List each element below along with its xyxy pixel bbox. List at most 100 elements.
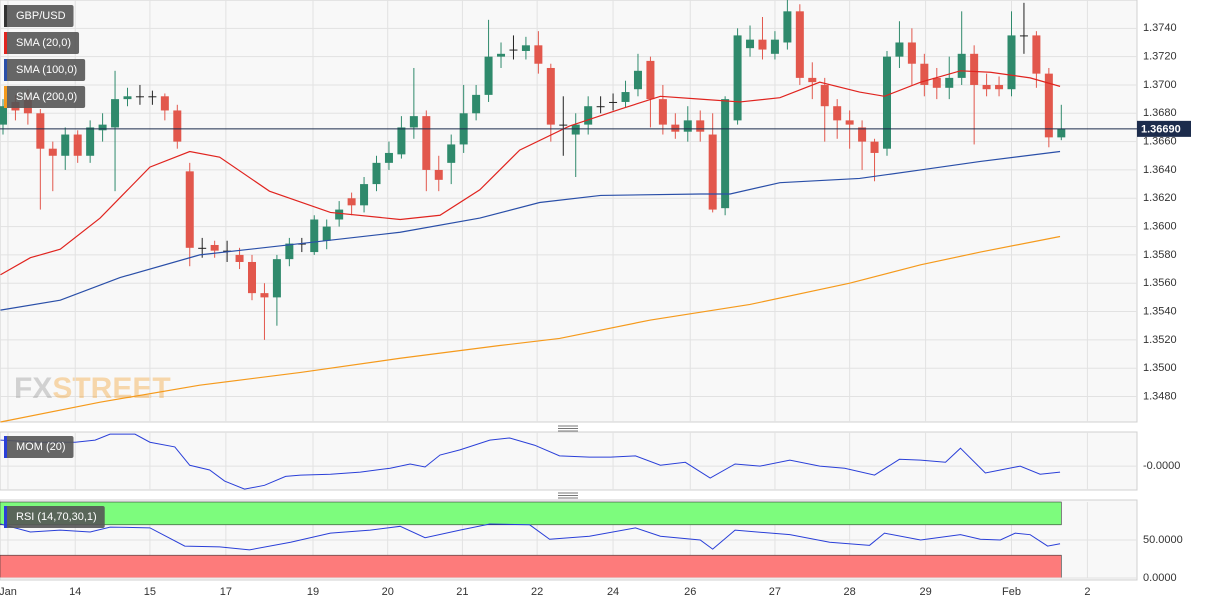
candle-body	[48, 148, 57, 156]
candle-body	[148, 96, 157, 98]
candle-body	[646, 60, 655, 100]
y-tick-label: 1.3680	[1143, 107, 1177, 119]
x-tick-label: 17	[220, 586, 232, 598]
candle-body	[808, 77, 817, 83]
candle-body	[783, 11, 792, 43]
legend-swatch	[4, 86, 7, 108]
y-tick-label: 1.3580	[1143, 249, 1177, 261]
x-tick-label: 27	[769, 586, 781, 598]
y-tick-label: 1.3520	[1143, 334, 1177, 346]
candle-body	[160, 96, 169, 111]
x-tick-label: 14	[69, 586, 81, 598]
candle-body	[957, 53, 966, 78]
legend-box	[4, 86, 86, 108]
candle-body	[683, 120, 692, 132]
candle-body	[945, 77, 954, 88]
x-tick-label: Feb	[1002, 586, 1021, 598]
legend-box	[4, 5, 74, 27]
candle-body	[347, 198, 356, 206]
x-tick-label: 2	[1084, 586, 1090, 598]
sma-line	[0, 150, 1061, 311]
y-tick-label: 1.3640	[1143, 164, 1177, 176]
candle-body	[73, 134, 82, 156]
candle-body	[932, 77, 941, 88]
legend-label: MOM (20)	[16, 441, 66, 453]
candle-body	[1032, 35, 1041, 74]
candle-body	[521, 45, 530, 51]
candle-body	[1019, 35, 1028, 37]
candle-body	[409, 116, 418, 128]
candle-body	[1007, 35, 1016, 90]
candle-body	[0, 106, 7, 125]
candle-body	[223, 250, 232, 252]
candle-body	[833, 106, 842, 121]
candle-body	[758, 39, 767, 50]
candle-body	[434, 169, 443, 180]
legend-swatch	[4, 59, 7, 81]
watermark: FXSTREET	[14, 372, 171, 405]
candle-body	[571, 124, 580, 135]
candle-body	[708, 134, 717, 210]
y-tick-label: 1.3700	[1143, 79, 1177, 91]
candle-body	[235, 254, 244, 262]
candle-body	[733, 35, 742, 121]
y-tick-label: 1.3600	[1143, 220, 1177, 232]
candle-body	[658, 99, 667, 125]
legend-label: SMA (100,0)	[16, 64, 77, 76]
x-tick-label: 26	[684, 586, 696, 598]
watermark-street: STREET	[52, 372, 170, 405]
legend-swatch	[4, 506, 7, 528]
legend-swatch	[4, 5, 7, 27]
candle-body	[36, 113, 45, 149]
y-tick-label: 1.3500	[1143, 362, 1177, 374]
x-tick-label: 19	[307, 586, 319, 598]
panel-handle	[558, 425, 578, 432]
candle-body	[770, 39, 779, 54]
candle-body	[858, 127, 867, 142]
candle-body	[61, 134, 70, 156]
legend-label: RSI (14,70,30,1)	[16, 511, 97, 523]
x-tick-label: 22	[531, 586, 543, 598]
band	[0, 501, 1062, 526]
legend-label: GBP/USD	[16, 10, 66, 22]
candle-body	[621, 92, 630, 102]
x-tick-label: 15	[144, 586, 156, 598]
candle-body	[596, 106, 605, 108]
candle-body	[633, 70, 642, 90]
y-tick-label: 1.3740	[1143, 22, 1177, 34]
candle-body	[845, 120, 854, 125]
legend-box	[4, 436, 74, 458]
candle-body	[609, 101, 618, 103]
y-tick-label: 1.3540	[1143, 305, 1177, 317]
candle-body	[272, 259, 281, 298]
legend-box	[4, 32, 80, 54]
candle-body	[882, 56, 891, 149]
candle-body	[86, 127, 95, 156]
y-tick-label: -0.0000	[1143, 460, 1180, 472]
watermark-fx: FX	[14, 372, 52, 405]
candle-body	[310, 219, 319, 253]
candle-body	[970, 53, 979, 85]
candle-body	[123, 96, 132, 100]
candle-body	[907, 42, 916, 64]
candle-body	[285, 243, 294, 260]
y-tick-label: 50.0000	[1143, 534, 1183, 546]
candle-body	[995, 84, 1004, 90]
candle-body	[870, 141, 879, 153]
candle-body	[559, 124, 568, 126]
x-tick-label: 29	[919, 586, 931, 598]
indicator-line	[0, 433, 1061, 490]
candle-body	[484, 56, 493, 95]
legend-box	[4, 506, 105, 528]
x-tick-label: 24	[607, 586, 619, 598]
sma-line	[0, 235, 1061, 423]
candle-body	[546, 67, 555, 125]
candle-body	[360, 184, 369, 206]
candle-body	[185, 171, 194, 248]
candle-body	[920, 63, 929, 85]
y-tick-label: 1.3560	[1143, 277, 1177, 289]
candle-body	[696, 120, 705, 132]
x-tick-label: 21	[456, 586, 468, 598]
